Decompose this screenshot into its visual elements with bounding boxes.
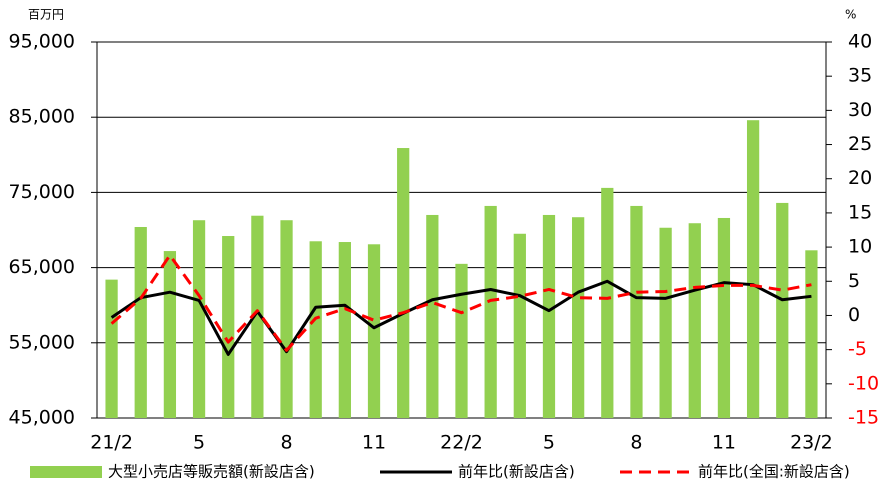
bar — [659, 227, 672, 418]
bar — [513, 233, 526, 418]
y2-tick-label: -5 — [848, 338, 867, 360]
bar — [776, 202, 789, 418]
y2-tick-label: 20 — [848, 167, 872, 189]
bar — [163, 251, 177, 418]
y2-tick-label: 10 — [848, 236, 872, 258]
y-tick-label: 45,000 — [9, 407, 75, 429]
bar — [338, 242, 351, 418]
y-unit: 百万円 — [28, 8, 64, 22]
x-tick-label: 8 — [630, 432, 642, 454]
bar — [805, 250, 818, 418]
bar — [426, 214, 439, 418]
bar — [484, 205, 497, 418]
x-tick-label: 5 — [543, 432, 555, 454]
y2-tick-label: 35 — [848, 65, 872, 87]
bar — [542, 214, 556, 418]
bar — [397, 148, 410, 419]
line — [110, 253, 812, 352]
y2-tick-label: 25 — [848, 133, 872, 155]
bar — [688, 223, 701, 418]
legend-label: 前年比(新設店含) — [458, 463, 575, 481]
x-tick-label: 5 — [193, 432, 205, 454]
x-tick-label: 11 — [362, 432, 386, 454]
bar — [717, 217, 731, 418]
legend-label: 大型小売店等販売額(新設店含) — [108, 463, 315, 481]
line — [110, 279, 812, 356]
bar — [105, 279, 118, 418]
y2-tick-label: 5 — [848, 270, 860, 292]
bar — [134, 226, 147, 418]
x-tick-label: 11 — [712, 432, 736, 454]
bar — [367, 244, 381, 418]
bar — [222, 236, 235, 418]
bar — [455, 263, 468, 418]
y2-tick-label: -15 — [848, 407, 879, 429]
y-tick-label: 55,000 — [9, 331, 75, 353]
y2-tick-label: 40 — [848, 31, 872, 53]
y2-tick-label: 30 — [848, 99, 872, 121]
bar — [601, 187, 614, 418]
bar — [746, 120, 760, 418]
x-tick-label: 21/2 — [90, 432, 133, 454]
legend-swatch — [30, 466, 102, 478]
y2-tick-label: 15 — [848, 201, 872, 223]
y-tick-label: 95,000 — [9, 31, 75, 53]
y2-unit: % — [845, 8, 856, 22]
bar — [630, 205, 643, 418]
y2-tick-label: 0 — [848, 304, 860, 326]
bar — [251, 215, 264, 418]
x-tick-label: 23/2 — [790, 432, 833, 454]
y2-tick-label: -10 — [848, 372, 879, 394]
x-tick-label: 22/2 — [440, 432, 483, 454]
y-tick-label: 75,000 — [9, 181, 75, 203]
bar — [280, 220, 293, 418]
bar — [192, 220, 206, 418]
x-tick-label: 8 — [280, 432, 292, 454]
bar — [309, 241, 322, 418]
legend-label: 前年比(全国:新設店含) — [698, 463, 850, 481]
y-tick-label: 65,000 — [9, 256, 75, 278]
bar — [572, 217, 585, 418]
y-tick-label: 85,000 — [9, 106, 75, 128]
